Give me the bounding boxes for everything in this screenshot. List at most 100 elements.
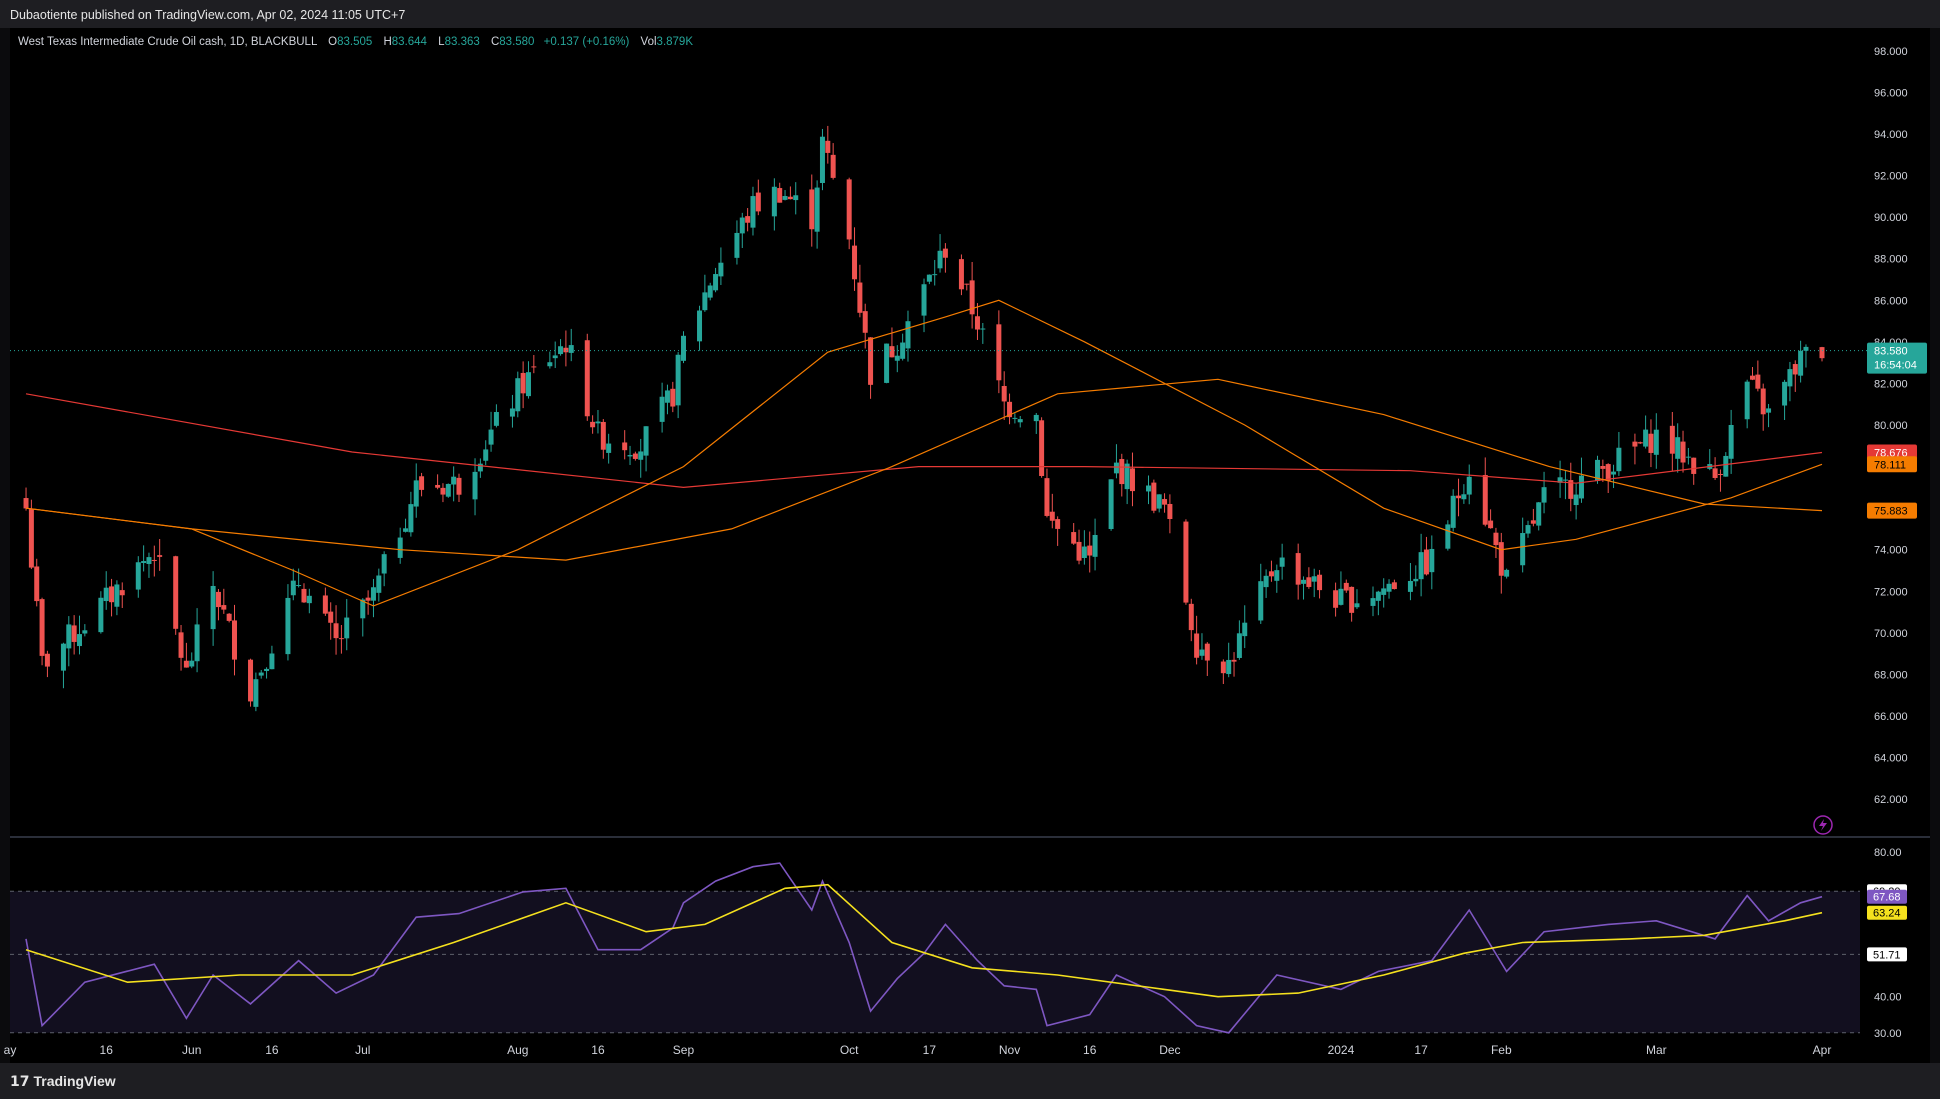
candle-body: [82, 630, 88, 634]
candle-body: [269, 653, 275, 670]
candle-body: [1520, 533, 1526, 566]
candle-body: [868, 337, 874, 385]
candle-body: [755, 192, 761, 212]
candle-body: [34, 566, 40, 602]
candle-body: [1263, 575, 1269, 588]
candle-body: [1423, 549, 1429, 575]
time-axis-tick: Feb: [1491, 1043, 1512, 1057]
candle-body: [1766, 408, 1772, 413]
candle-body: [531, 366, 537, 368]
candle-body: [846, 179, 852, 240]
candle-body: [248, 659, 254, 702]
chart-area[interactable]: [10, 28, 1930, 1063]
candle-body: [1242, 622, 1248, 637]
time-axis-tick: 16: [1083, 1043, 1097, 1057]
candle-body: [472, 471, 478, 500]
candle-body: [1536, 502, 1542, 526]
candle-body: [1333, 590, 1339, 608]
candle-body: [333, 623, 339, 639]
time-axis-tick: Dec: [1159, 1043, 1180, 1057]
candle-body: [558, 346, 564, 355]
candle-body: [1525, 525, 1531, 534]
candle-body: [264, 668, 270, 672]
time-axis-tick: Jun: [182, 1043, 201, 1057]
candle-body: [1108, 479, 1114, 530]
candle-body: [1188, 603, 1194, 631]
candle-body: [969, 280, 975, 315]
candle-body: [1530, 520, 1536, 524]
candle-body: [525, 372, 531, 397]
candle-body: [1375, 591, 1381, 601]
candle-body: [1087, 545, 1093, 556]
candle-body: [1055, 519, 1061, 529]
candle-body: [413, 480, 419, 507]
price-axis-tick: 64.000: [1874, 753, 1908, 765]
price-axis-tick: 98.000: [1874, 46, 1908, 58]
candle-body: [381, 554, 387, 574]
candle-body: [1349, 586, 1355, 613]
candle-body: [809, 189, 815, 230]
ma-price-tag: [1867, 456, 1917, 473]
candle-body: [1274, 570, 1280, 581]
candle-body: [1033, 414, 1039, 422]
candle-body: [1279, 557, 1285, 567]
time-axis-tick: ay: [4, 1043, 17, 1057]
moving-average-line: [25, 299, 1823, 607]
candle-body: [675, 354, 681, 406]
candle-body: [60, 643, 66, 671]
candle-body: [146, 557, 152, 564]
candle-body: [173, 556, 179, 629]
price-axis-tick: 86.000: [1874, 295, 1908, 307]
candle-body: [1685, 456, 1691, 458]
candle-body: [1317, 574, 1323, 591]
candle-body: [157, 555, 163, 557]
price-axis-tick: 72.000: [1874, 586, 1908, 598]
time-axis-tick: Jul: [355, 1043, 370, 1057]
candle-body: [344, 617, 350, 639]
candle-body: [1199, 649, 1205, 656]
candle-body: [1605, 464, 1611, 481]
candle-body: [1231, 659, 1237, 662]
candle-body: [119, 590, 125, 596]
tradingview-logo[interactable]: 𝟭𝟳 TradingView: [10, 1073, 116, 1090]
candle-body: [1450, 495, 1456, 528]
candle-body: [1461, 494, 1467, 500]
candle-body: [151, 559, 157, 561]
time-axis-tick: Nov: [999, 1043, 1020, 1057]
footer-bar: 𝟭𝟳 TradingView: [0, 1063, 1940, 1099]
candle-body: [627, 455, 633, 457]
candle-body: [1071, 532, 1077, 544]
candle-body: [360, 599, 366, 619]
open-label: O: [328, 36, 338, 48]
candle-body: [1220, 661, 1226, 674]
candle-body: [1386, 583, 1392, 592]
candle-body: [1183, 521, 1189, 603]
candle-body: [483, 449, 489, 461]
candle-body: [825, 140, 831, 153]
candle-body: [1578, 475, 1584, 499]
ma-price-tag-value: 78.111: [1874, 459, 1906, 471]
candle-body: [1557, 477, 1563, 483]
candle-body: [328, 611, 334, 623]
candle-body: [456, 477, 462, 495]
volume-value: 3.879K: [656, 36, 693, 48]
candle-body: [1167, 503, 1173, 520]
candle-body: [1653, 429, 1659, 455]
candle-body: [1391, 582, 1397, 590]
candle-body: [1488, 520, 1494, 529]
price-axis-tick: 90.000: [1874, 212, 1908, 224]
rsi-ma-line: [25, 883, 1823, 998]
candle-body: [1595, 459, 1601, 481]
candle-body: [638, 451, 644, 460]
candle-body: [253, 679, 259, 707]
candle-body: [1119, 459, 1125, 485]
candle-body: [296, 585, 302, 587]
candle-body: [1760, 388, 1766, 415]
candle-body: [1717, 473, 1723, 475]
price-axis-tick: 74.000: [1874, 545, 1908, 557]
rsi-tag-value: 67.68: [1873, 892, 1901, 904]
candle-body: [258, 672, 264, 676]
candle-body: [697, 310, 703, 342]
candle-body: [814, 187, 820, 232]
